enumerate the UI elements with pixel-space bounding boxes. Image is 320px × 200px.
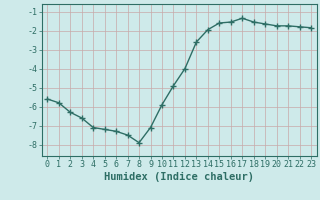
X-axis label: Humidex (Indice chaleur): Humidex (Indice chaleur) (104, 172, 254, 182)
